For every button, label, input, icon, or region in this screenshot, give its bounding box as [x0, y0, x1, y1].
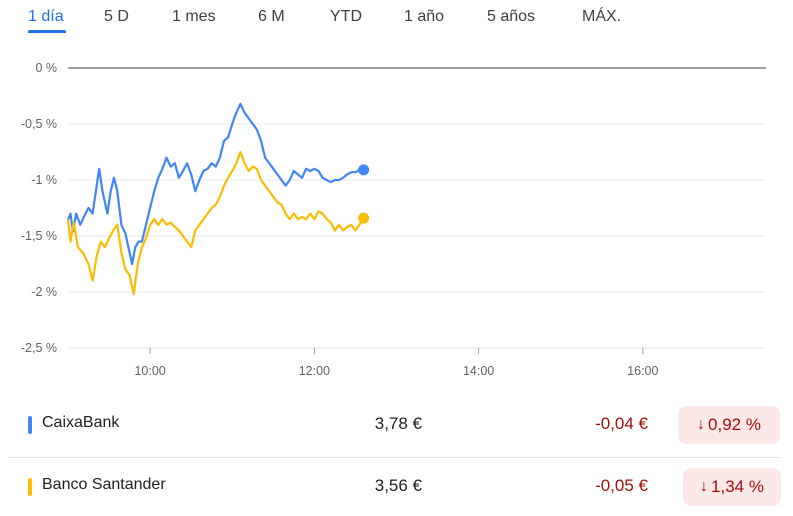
stock-name: Banco Santander [42, 476, 166, 493]
series-end-point [358, 212, 370, 224]
percent-change: 1,34 % [711, 477, 764, 496]
stock-name: CaixaBank [42, 414, 120, 431]
y-tick-label: -1 % [31, 173, 57, 187]
tab-1-year[interactable]: 1 año [404, 8, 445, 25]
y-tick-label: -2,5 % [21, 341, 57, 355]
x-tick-label: 10:00 [134, 364, 165, 378]
arrow-down-icon: ↓ [700, 478, 709, 495]
x-tick-label: 12:00 [299, 364, 330, 378]
chart-series [66, 102, 370, 296]
x-tick-label: 16:00 [627, 364, 658, 378]
price-chart[interactable]: 0 % -0,5 % -1 % -1,5 % -2 % -2,5 % 10:00 12:00… [0, 40, 793, 390]
series-line-caixabank [66, 102, 364, 266]
y-tick-label: -0,5 % [21, 117, 57, 131]
range-tabs: 1 día 5 D 1 mes 6 M YTD 1 año 5 años MÁX… [0, 0, 793, 36]
percent-change-badge: ↓ 0,92 % [678, 406, 780, 444]
stock-row-santander[interactable]: Banco Santander 3,56 € -0,05 € ↓ 1,34 % [8, 457, 781, 516]
stock-change: -0,05 € [595, 476, 648, 495]
y-axis-ticks: 0 % -0,5 % -1 % -1,5 % -2 % -2,5 % [21, 61, 57, 355]
percent-change-badge: ↓ 1,34 % [683, 468, 781, 506]
x-tick-label: 14:00 [463, 364, 494, 378]
tab-1-day[interactable]: 1 día [28, 8, 64, 25]
series-color-bar [28, 478, 32, 496]
chart-grid [68, 67, 766, 349]
series-color-bar [28, 416, 32, 434]
series-end-point [358, 164, 370, 176]
tab-ytd[interactable]: YTD [330, 8, 362, 25]
tab-max[interactable]: MÁX. [582, 8, 622, 25]
y-tick-label: -1,5 % [21, 229, 57, 243]
arrow-down-icon: ↓ [697, 416, 706, 433]
series-line-santander [66, 150, 365, 296]
tab-1-month[interactable]: 1 mes [172, 8, 216, 25]
percent-change: 0,92 % [708, 415, 761, 434]
stock-price: 3,78 € [374, 414, 422, 433]
tab-5-days[interactable]: 5 D [104, 8, 129, 25]
tab-6-months[interactable]: 6 M [258, 8, 285, 25]
y-tick-label: -2 % [31, 285, 57, 299]
x-axis-ticks: 10:00 12:00 14:00 16:00 [134, 348, 659, 378]
stock-price: 3,56 € [374, 476, 422, 495]
tab-5-years[interactable]: 5 años [487, 8, 536, 25]
y-tick-label: 0 % [35, 61, 57, 75]
stock-row-caixabank[interactable]: CaixaBank 3,78 € -0,04 € ↓ 0,92 % [8, 396, 780, 454]
active-tab-indicator [28, 30, 66, 33]
stock-change: -0,04 € [595, 414, 648, 433]
